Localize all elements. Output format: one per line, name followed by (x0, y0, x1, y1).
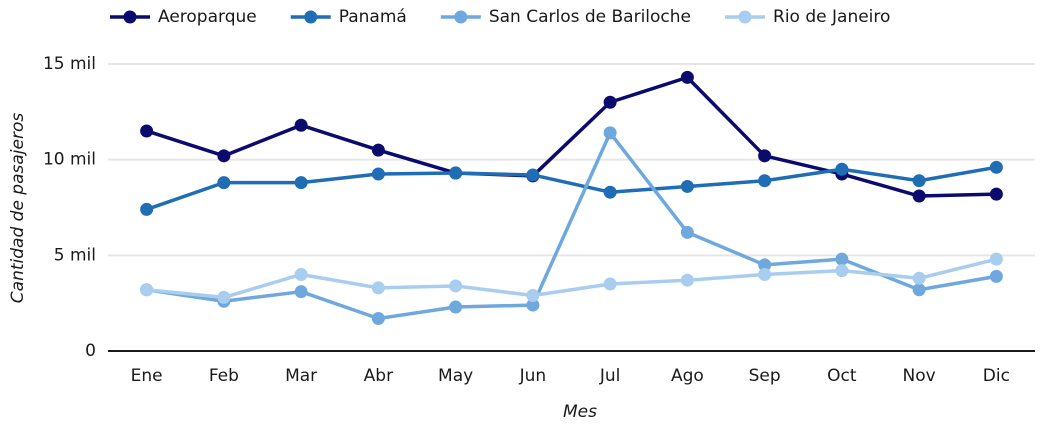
x-tick-label: Dic (983, 366, 1010, 386)
data-point (989, 269, 1003, 283)
x-tick-label: Jun (519, 366, 547, 386)
data-point (294, 285, 308, 299)
series-line (146, 131, 997, 321)
series-line (146, 257, 997, 300)
data-point (680, 273, 694, 287)
data-point (371, 143, 385, 157)
data-point (526, 168, 540, 182)
x-axis-label: Mes (563, 402, 597, 422)
data-point (758, 174, 772, 188)
data-point (835, 252, 849, 266)
legend-marker (454, 10, 468, 24)
data-point (140, 124, 154, 138)
legend-marker (123, 10, 137, 24)
x-tick-label: Ago (671, 366, 704, 386)
data-point (140, 202, 154, 216)
data-point (912, 271, 926, 285)
y-tick-label: 0 (85, 341, 96, 361)
data-point (140, 283, 154, 297)
legend-label: Aeroparque (158, 7, 257, 27)
legend-item: Aeroparque (110, 7, 257, 27)
x-tick-label: May (438, 366, 473, 386)
data-point (603, 185, 617, 199)
y-axis-label: Cantidad de pasajeros (8, 113, 28, 304)
data-point (371, 281, 385, 295)
x-tick-label: Oct (827, 366, 857, 386)
x-tick-label: Ene (131, 366, 163, 386)
data-point (603, 126, 617, 140)
x-tick-label: Sep (749, 366, 781, 386)
x-tick-label: Abr (364, 366, 393, 386)
data-point (912, 189, 926, 203)
legend-item: Rio de Janeiro (725, 7, 890, 27)
data-point (526, 298, 540, 312)
data-point (912, 174, 926, 188)
data-point (989, 252, 1003, 266)
data-point (835, 162, 849, 176)
legend-item: Panamá (290, 7, 407, 27)
legend-label: San Carlos de Bariloche (489, 7, 691, 27)
data-point (371, 311, 385, 325)
data-point (294, 118, 308, 132)
series-line (146, 165, 997, 212)
data-point (680, 225, 694, 239)
data-point (758, 267, 772, 281)
data-point (371, 167, 385, 181)
data-point (680, 70, 694, 84)
data-point (217, 149, 231, 163)
data-point (217, 176, 231, 190)
x-tick-label: Feb (209, 366, 239, 386)
data-point (680, 179, 694, 193)
data-point (758, 149, 772, 163)
data-point (217, 290, 231, 304)
data-point (912, 283, 926, 297)
legend-marker (304, 10, 318, 24)
y-tick-label: 10 mil (43, 150, 96, 170)
data-point (294, 176, 308, 190)
data-point (603, 277, 617, 291)
y-tick-label: 15 mil (43, 54, 96, 74)
data-point (294, 267, 308, 281)
data-point (989, 160, 1003, 174)
data-point (758, 258, 772, 272)
legend-item: San Carlos de Bariloche (440, 7, 691, 27)
data-point (449, 166, 463, 180)
x-tick-label: Mar (285, 366, 317, 386)
data-point (449, 300, 463, 314)
x-tick-label: Nov (903, 366, 936, 386)
legend-label: Rio de Janeiro (773, 7, 890, 27)
legend-label: Panamá (339, 7, 407, 27)
data-point (989, 187, 1003, 201)
legend-marker (738, 10, 752, 24)
x-tick-label: Jul (599, 366, 621, 386)
data-point (603, 95, 617, 109)
data-point (835, 264, 849, 278)
data-point (449, 279, 463, 293)
y-tick-label: 5 mil (54, 245, 96, 265)
series-line (146, 75, 997, 198)
data-point (526, 289, 540, 303)
